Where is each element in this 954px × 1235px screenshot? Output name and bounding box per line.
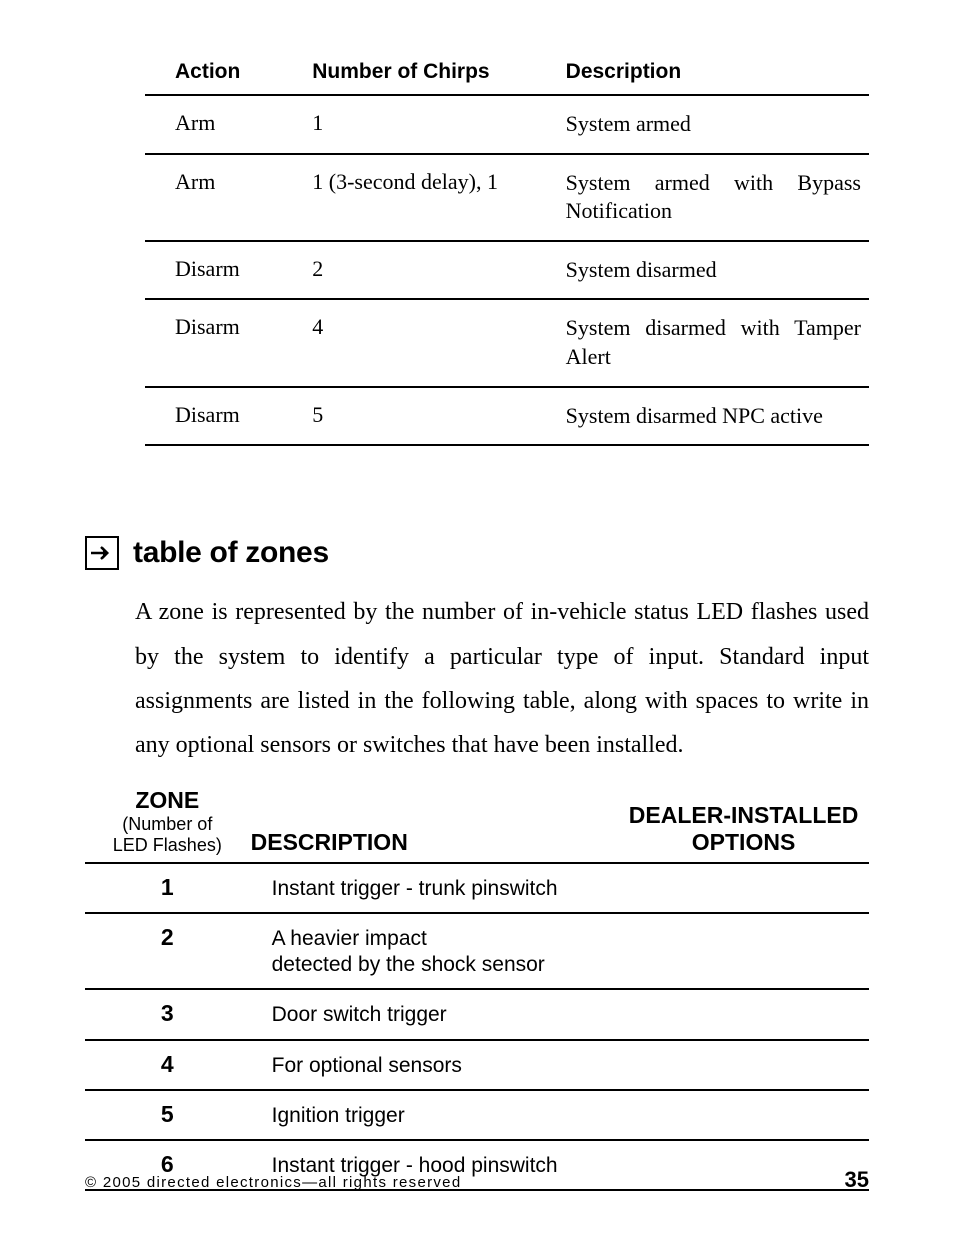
arrow-right-icon xyxy=(85,536,119,570)
cell-desc: System armed xyxy=(558,95,869,154)
page-footer: © 2005 directed electronics—all rights r… xyxy=(85,1167,869,1193)
chirps-table-body: Arm 1 System armed Arm 1 (3-second delay… xyxy=(145,95,869,445)
section-paragraph: A zone is represented by the number of i… xyxy=(135,590,869,768)
table-row: 5 Ignition trigger xyxy=(85,1090,869,1140)
cell-action: Disarm xyxy=(145,387,304,446)
cell-desc: System disarmed with Tamper Alert xyxy=(558,299,869,386)
cell-action: Disarm xyxy=(145,299,304,386)
cell-desc: Instant trigger - trunk pinswitch xyxy=(250,863,618,913)
cell-chirps: 1 (3-second delay), 1 xyxy=(304,154,557,241)
cell-chirps: 4 xyxy=(304,299,557,386)
cell-zone: 1 xyxy=(85,863,250,913)
zones-col-desc: DESCRIPTION xyxy=(250,786,618,863)
zones-col-zone-title: ZONE xyxy=(135,787,199,813)
cell-opt xyxy=(618,989,869,1039)
table-row: Arm 1 System armed xyxy=(145,95,869,154)
cell-desc: System armed with Bypass Notification xyxy=(558,154,869,241)
zones-col-zone-sub1: (Number of xyxy=(86,814,249,835)
cell-chirps: 2 xyxy=(304,241,557,300)
table-row: Arm 1 (3-second delay), 1 System armed w… xyxy=(145,154,869,241)
table-row: 4 For optional sensors xyxy=(85,1040,869,1090)
table-row: Disarm 5 System disarmed NPC active xyxy=(145,387,869,446)
zones-col-options-l2: OPTIONS xyxy=(692,829,796,855)
cell-action: Disarm xyxy=(145,241,304,300)
cell-zone: 5 xyxy=(85,1090,250,1140)
page-number: 35 xyxy=(845,1167,869,1193)
cell-desc: For optional sensors xyxy=(250,1040,618,1090)
cell-action: Arm xyxy=(145,95,304,154)
cell-opt xyxy=(618,1090,869,1140)
cell-desc: Ignition trigger xyxy=(250,1090,618,1140)
cell-chirps: 1 xyxy=(304,95,557,154)
zones-table-head: ZONE (Number of LED Flashes) DESCRIPTION… xyxy=(85,786,869,863)
copyright-text: © 2005 directed electronics—all rights r… xyxy=(85,1174,461,1191)
page: Action Number of Chirps Description Arm … xyxy=(0,0,954,1235)
cell-chirps: 5 xyxy=(304,387,557,446)
chirps-col-action: Action xyxy=(145,60,304,95)
cell-desc: System disarmed xyxy=(558,241,869,300)
cell-zone: 4 xyxy=(85,1040,250,1090)
cell-opt xyxy=(618,863,869,913)
table-row: 1 Instant trigger - trunk pinswitch xyxy=(85,863,869,913)
zones-col-options-l1: DEALER-INSTALLED xyxy=(629,802,859,828)
zones-col-zone: ZONE (Number of LED Flashes) xyxy=(85,786,250,863)
section-zones: table of zones A zone is represented by … xyxy=(85,536,869,768)
cell-zone: 3 xyxy=(85,989,250,1039)
chirps-table: Action Number of Chirps Description Arm … xyxy=(145,60,869,446)
zones-table: ZONE (Number of LED Flashes) DESCRIPTION… xyxy=(85,786,869,1192)
cell-desc: A heavier impactdetected by the shock se… xyxy=(250,913,618,990)
cell-opt xyxy=(618,913,869,990)
section-title: table of zones xyxy=(133,536,329,570)
cell-desc: System disarmed NPC active xyxy=(558,387,869,446)
zones-col-options: DEALER-INSTALLED OPTIONS xyxy=(618,786,869,863)
zones-col-zone-sub2: LED Flashes) xyxy=(86,835,249,856)
chirps-col-desc: Description xyxy=(558,60,869,95)
cell-desc: Door switch trigger xyxy=(250,989,618,1039)
cell-action: Arm xyxy=(145,154,304,241)
section-heading: table of zones xyxy=(85,536,869,570)
table-row: Disarm 2 System disarmed xyxy=(145,241,869,300)
chirps-col-number: Number of Chirps xyxy=(304,60,557,95)
zones-table-body: 1 Instant trigger - trunk pinswitch 2 A … xyxy=(85,863,869,1191)
table-row: Disarm 4 System disarmed with Tamper Ale… xyxy=(145,299,869,386)
table-row: 3 Door switch trigger xyxy=(85,989,869,1039)
chirps-table-head: Action Number of Chirps Description xyxy=(145,60,869,95)
table-row: 2 A heavier impactdetected by the shock … xyxy=(85,913,869,990)
cell-zone: 2 xyxy=(85,913,250,990)
cell-opt xyxy=(618,1040,869,1090)
